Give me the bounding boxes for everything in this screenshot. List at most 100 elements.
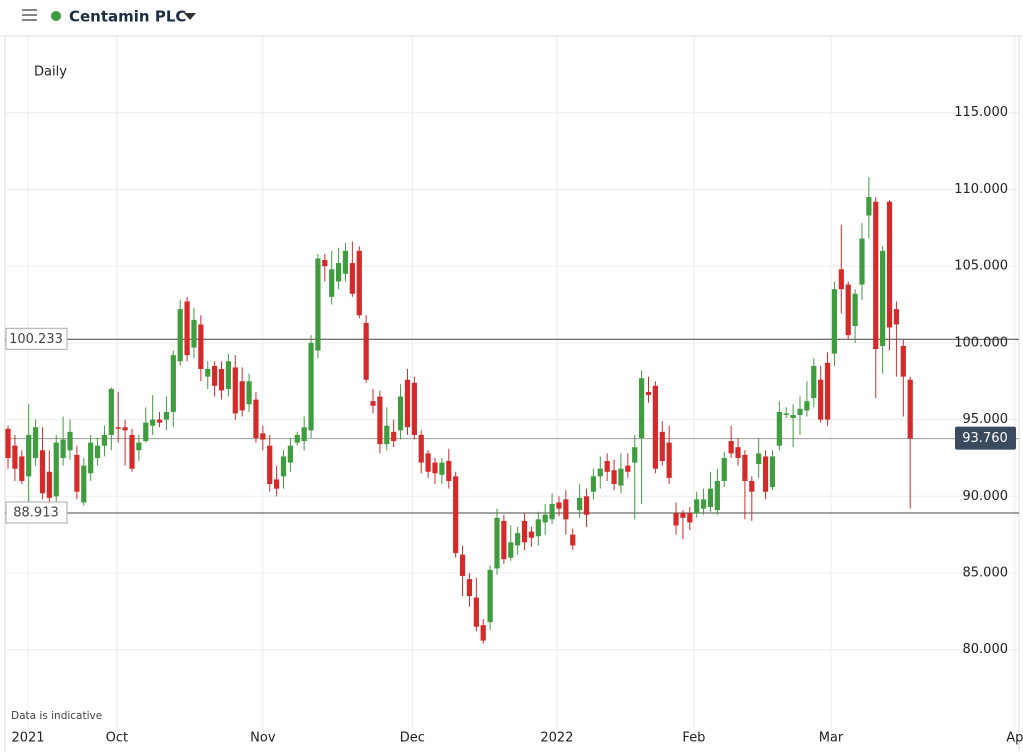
candle-body <box>756 453 762 465</box>
candle-body <box>590 476 597 492</box>
candle-body <box>515 533 521 546</box>
candle-body <box>26 434 32 477</box>
candle-body <box>762 456 769 492</box>
candle-body <box>88 442 94 474</box>
candle-body <box>67 431 73 451</box>
candle-body <box>5 428 11 458</box>
candle-body <box>480 625 486 641</box>
candle-body <box>19 456 25 481</box>
candle-body <box>473 597 479 627</box>
y-tick-label: 110.000 <box>954 182 1008 197</box>
candle-body <box>129 434 135 469</box>
candle-body <box>122 427 128 431</box>
note: Data is indicative <box>11 710 102 722</box>
candle-body <box>625 465 631 472</box>
candle-body <box>811 365 817 399</box>
candle-body <box>459 554 466 577</box>
candle-body <box>597 468 603 477</box>
x-tick-label: 2021 <box>11 731 44 746</box>
candle-body <box>487 569 493 623</box>
grid <box>5 36 1019 728</box>
candle-body <box>611 470 617 485</box>
x-tick-label: Nov <box>250 731 276 746</box>
candle-body <box>32 427 39 458</box>
candle-body <box>466 579 473 597</box>
level-label: 100.233 <box>9 332 63 347</box>
timeframe-label: Daily <box>34 65 67 80</box>
candle-body <box>163 411 170 420</box>
candle-body <box>322 260 328 267</box>
candle-body <box>301 427 307 442</box>
candle-body <box>542 514 548 523</box>
candle-body <box>859 238 865 285</box>
candle-body <box>818 379 824 420</box>
x-tick-label: Feb <box>682 731 705 746</box>
candle-body <box>804 401 810 411</box>
candle-body <box>700 499 707 509</box>
candle-body <box>728 441 734 454</box>
candle-body <box>260 433 266 440</box>
candle-body <box>280 456 287 477</box>
x-tick-label: 2022 <box>540 731 573 746</box>
candle-body <box>377 396 383 445</box>
y-tick-label: 100.000 <box>954 335 1008 350</box>
candle-body <box>694 499 700 514</box>
candle-body <box>246 381 252 405</box>
candle-body <box>521 520 528 543</box>
candle-body <box>46 471 52 498</box>
candle-body <box>652 385 658 469</box>
candle-body <box>101 434 108 446</box>
candle-body <box>108 388 114 435</box>
candle-body <box>218 368 225 391</box>
candle-body <box>143 422 149 442</box>
candle-body <box>583 496 590 515</box>
candle-body <box>156 419 163 423</box>
candle-body <box>446 461 452 481</box>
candle-body <box>604 461 610 472</box>
candle-body <box>680 513 686 518</box>
candle-body <box>315 258 321 351</box>
candle-body <box>659 431 665 462</box>
candle-body <box>287 445 293 463</box>
y-tick-label: 80.000 <box>963 642 1009 657</box>
candle-body <box>790 414 796 419</box>
candle-body <box>893 309 900 325</box>
last-price-label: 93.760 <box>962 431 1008 446</box>
candle-body <box>673 513 679 526</box>
levels <box>5 338 1019 514</box>
candle-body <box>866 197 872 216</box>
candle-body <box>453 476 459 554</box>
candle-body <box>349 263 355 294</box>
y-tick-label: 115.000 <box>954 105 1008 120</box>
x-tick-label: Oct <box>106 731 128 746</box>
dropdown-arrow[interactable] <box>184 13 196 20</box>
level-label-box <box>5 501 68 524</box>
candle-body <box>556 502 562 509</box>
candle-body <box>873 201 879 350</box>
candle-body <box>239 381 245 411</box>
menu-icon[interactable] <box>22 9 37 21</box>
candle-body <box>356 250 362 316</box>
candle-body <box>205 368 211 377</box>
candle-body <box>363 322 369 380</box>
level-label: 88.913 <box>13 505 59 520</box>
candle-body <box>294 434 300 443</box>
instrument-title[interactable]: Centamin PLC <box>69 8 186 26</box>
candle-body <box>645 391 652 396</box>
candle-body <box>170 355 176 412</box>
candle-body <box>329 269 335 297</box>
candle-body <box>824 362 831 420</box>
candle-body <box>528 531 535 538</box>
candle-body <box>198 324 204 369</box>
candle-body <box>852 293 858 326</box>
candle-body <box>714 480 720 511</box>
candle-body <box>687 513 693 523</box>
candle-body <box>391 431 397 442</box>
candle-body <box>308 342 314 431</box>
candle-body <box>501 520 507 560</box>
candle-body <box>535 519 541 537</box>
candle-body <box>425 453 431 472</box>
candle-body <box>115 427 121 429</box>
y-tick-label: 85.000 <box>963 566 1009 581</box>
